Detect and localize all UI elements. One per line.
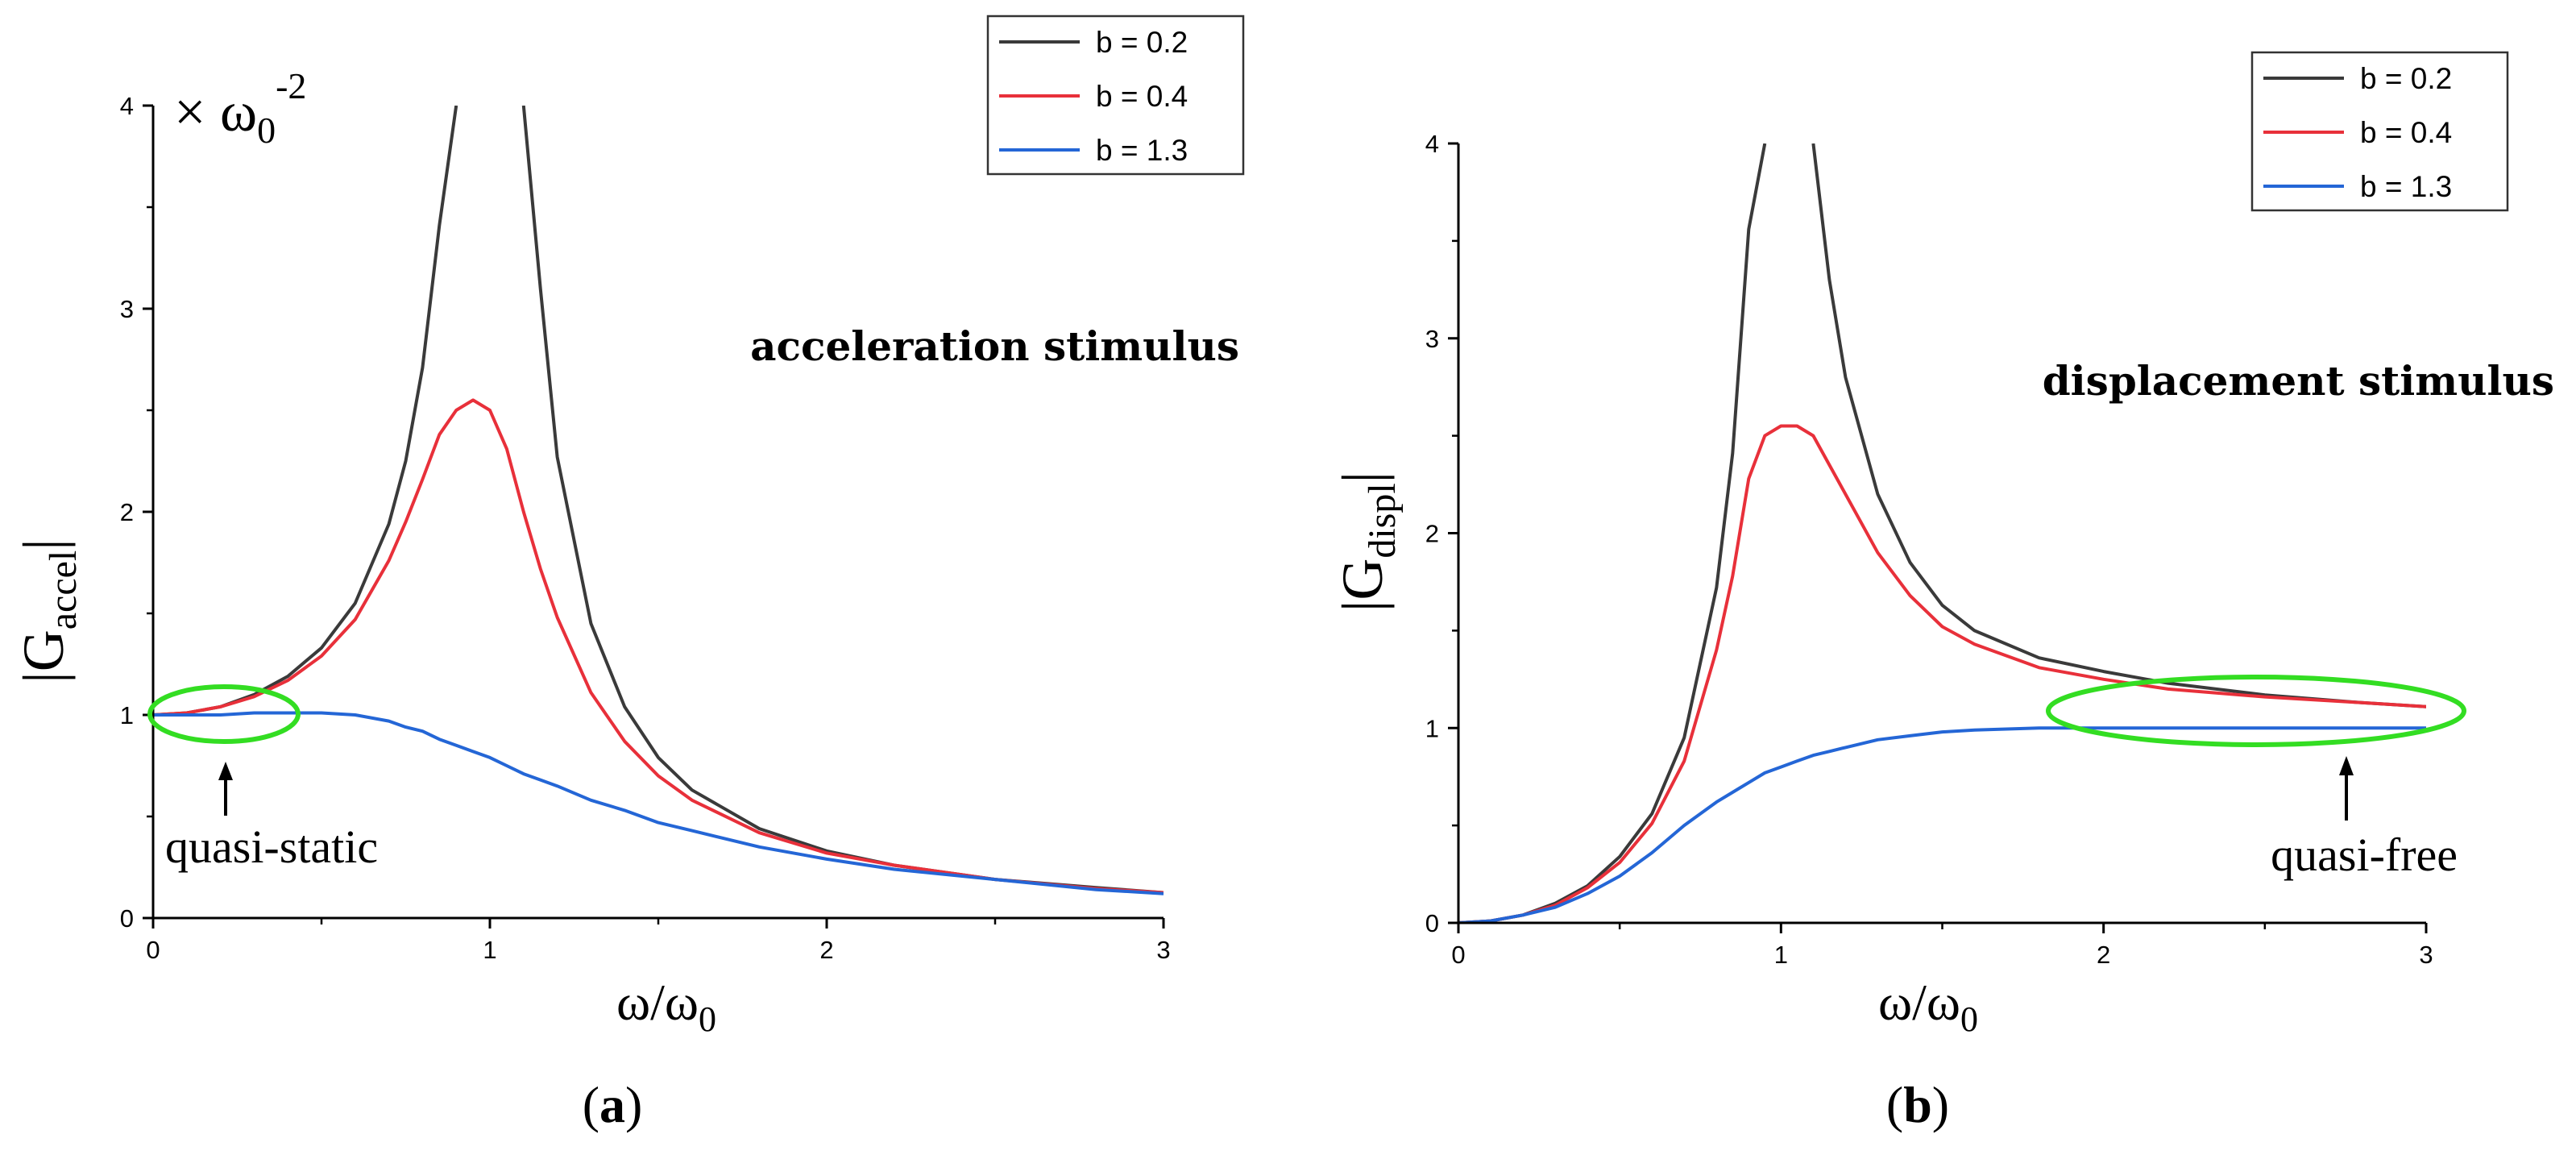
y-tick-label-a-0: 0 xyxy=(120,904,134,933)
axes-a: 0 1 2 3 0 1 2 3 4 xyxy=(120,92,1171,964)
legend-a-label-1: b = 0.2 xyxy=(1096,26,1188,59)
plot-area-a xyxy=(153,106,1164,895)
caption-b-open: ( xyxy=(1886,1076,1903,1133)
x-axis-label-b: ω/ω0 xyxy=(1878,974,1978,1039)
caption-b-close: ) xyxy=(1932,1076,1949,1133)
panel-a: 0 1 2 3 0 1 2 3 4 quasi-static acceleration stim… xyxy=(11,15,1245,1133)
y-scale-factor-sub: 0 xyxy=(257,110,276,151)
x-tick-label-b-0: 0 xyxy=(1451,941,1465,969)
legend-a-label-3: b = 1.3 xyxy=(1096,134,1188,167)
y-tick-label-a-2: 2 xyxy=(120,498,134,526)
quasi-static-arrow xyxy=(218,762,233,816)
y-scale-factor-sup: -2 xyxy=(276,65,306,106)
y-axis-label-b-sub: displ xyxy=(1361,483,1404,558)
y-tick-label-b-0: 0 xyxy=(1425,909,1439,937)
y-axis-label-a-base: |G xyxy=(11,629,76,683)
displacement-stimulus-annotation: displacement stimulus xyxy=(2043,357,2554,405)
y-axis-label-a-end: | xyxy=(11,538,76,550)
y-axis-label-a-sub: accel xyxy=(42,550,85,630)
y-axis-label-a: |Gaccel| xyxy=(11,538,85,683)
series-line-a-3 xyxy=(153,711,1164,895)
legend-b-label-1: b = 0.2 xyxy=(2360,62,2452,95)
y-tick-label-a-4: 4 xyxy=(120,92,134,120)
caption-b-letter: b xyxy=(1903,1076,1932,1133)
series-line-b-1-part1 xyxy=(1458,143,1767,923)
series-line-b-1-part2 xyxy=(1811,143,2426,708)
x-tick-label-a-1: 1 xyxy=(483,936,496,964)
acceleration-stimulus-annotation: acceleration stimulus xyxy=(750,322,1239,370)
caption-b: (b) xyxy=(1886,1076,1949,1133)
caption-a: (a) xyxy=(583,1076,643,1133)
x-tick-label-b-3: 3 xyxy=(2419,941,2433,969)
legend-b-label-2: b = 0.4 xyxy=(2360,116,2452,149)
series-line-a-1-part2 xyxy=(521,106,1164,895)
x-axis-label-b-sub: 0 xyxy=(1960,999,1978,1039)
y-tick-label-b-4: 4 xyxy=(1425,130,1439,158)
legend-b-label-3: b = 1.3 xyxy=(2360,170,2452,203)
axes-b: 0 1 2 3 0 1 2 3 4 xyxy=(1425,130,2433,969)
y-scale-factor: × ω0-2 xyxy=(174,65,306,151)
quasi-free-arrow xyxy=(2339,756,2354,821)
x-tick-label-b-2: 2 xyxy=(2097,941,2110,969)
caption-a-close: ) xyxy=(625,1076,642,1133)
legend-a-label-2: b = 0.4 xyxy=(1096,80,1188,113)
caption-a-letter: a xyxy=(599,1076,625,1133)
x-axis-label-b-base: ω/ω xyxy=(1878,974,1960,1031)
legend-a: b = 0.2 b = 0.4 b = 1.3 xyxy=(986,15,1245,176)
y-axis-label-b-base: |G xyxy=(1330,559,1395,612)
y-tick-label-b-3: 3 xyxy=(1425,325,1439,353)
y-tick-label-b-2: 2 xyxy=(1425,520,1439,548)
x-tick-label-a-0: 0 xyxy=(146,936,160,964)
series-line-a-1-part1 xyxy=(153,106,458,717)
y-tick-label-a-3: 3 xyxy=(120,295,134,323)
y-tick-label-b-1: 1 xyxy=(1425,714,1439,742)
y-axis-label-b-end: | xyxy=(1330,472,1395,483)
x-axis-label-a-base: ω/ω xyxy=(616,974,699,1031)
series-line-a-2 xyxy=(153,398,1164,895)
series-line-b-3 xyxy=(1458,726,2426,923)
y-scale-factor-base: × ω xyxy=(174,81,257,143)
x-tick-label-a-3: 3 xyxy=(1156,936,1170,964)
legend-b: b = 0.2 b = 0.4 b = 1.3 xyxy=(2250,51,2509,212)
x-axis-label-a-sub: 0 xyxy=(699,999,716,1039)
panel-b: 0 1 2 3 0 1 2 3 4 quasi-free displacement stimul… xyxy=(1330,51,2554,1133)
quasi-static-label: quasi-static xyxy=(165,821,378,873)
y-tick-label-a-1: 1 xyxy=(120,701,134,729)
quasi-static-highlight xyxy=(147,684,301,744)
x-axis-label-a: ω/ω0 xyxy=(616,974,716,1039)
x-tick-label-a-2: 2 xyxy=(819,936,833,964)
y-axis-label-b: |Gdispl| xyxy=(1330,472,1404,612)
plot-area-b xyxy=(1458,143,2426,923)
x-tick-label-b-1: 1 xyxy=(1774,941,1788,969)
caption-a-open: ( xyxy=(583,1076,599,1133)
series-line-b-2 xyxy=(1458,424,2426,923)
quasi-free-highlight xyxy=(2046,675,2466,747)
quasi-free-label: quasi-free xyxy=(2271,829,2458,881)
